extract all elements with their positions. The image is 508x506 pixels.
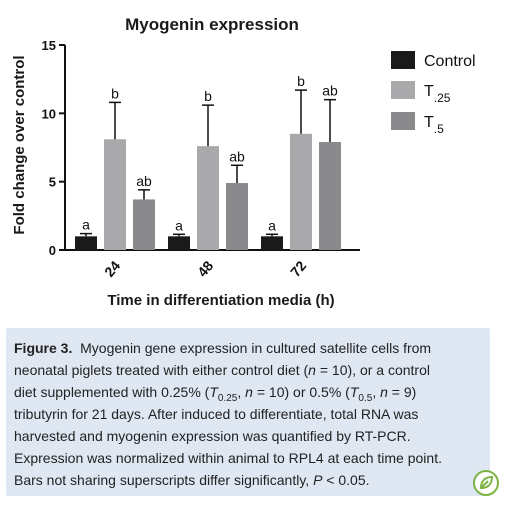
caption-line: harvested and myogenin expression was qu… (14, 425, 482, 447)
caption-text: Bars not sharing superscripts differ sig… (14, 472, 314, 488)
caption-italic: P (313, 472, 323, 488)
caption-text: , (372, 384, 381, 400)
bar-72-2 (319, 142, 341, 250)
bar-24-1 (104, 139, 126, 250)
legend-swatch (391, 51, 415, 69)
significance-label: b (204, 88, 212, 104)
x-axis-label: Time in differentiation media (h) (107, 292, 334, 309)
bar-24-0 (75, 236, 97, 250)
significance-label: ab (136, 173, 152, 189)
bar-72-0 (261, 236, 283, 250)
significance-label: b (297, 73, 305, 89)
legend-label: T.25 (424, 83, 451, 105)
caption-line: Expression was normalized within animal … (14, 447, 482, 469)
x-tick-label: 72 (287, 257, 309, 279)
y-tick-label: 10 (42, 106, 56, 121)
caption-italic: T (349, 384, 359, 400)
caption-text: tributyrin for 21 days. After induced to… (14, 406, 419, 422)
caption-subscript: 0.25 (217, 392, 238, 404)
bar-48-2 (226, 183, 248, 250)
caption-line: tributyrin for 21 days. After induced to… (14, 403, 482, 425)
significance-label: ab (229, 148, 245, 164)
caption-italic: n (380, 384, 388, 400)
significance-label: ab (322, 83, 338, 99)
caption-text: = 9) (387, 384, 417, 400)
legend-swatch (391, 81, 415, 99)
caption-line: diet supplemented with 0.25% (T0.25, n =… (14, 381, 482, 403)
caption-text: neonatal piglets treated with either con… (14, 362, 309, 378)
legend-label: Control (424, 53, 476, 70)
leaf-icon[interactable] (473, 470, 499, 496)
caption-text: , (237, 384, 246, 400)
caption-italic: n (245, 384, 253, 400)
caption-line: Figure 3. Myogenin gene expression in cu… (14, 337, 482, 359)
significance-label: a (175, 217, 183, 233)
caption-line: neonatal piglets treated with either con… (14, 359, 482, 381)
caption-text: < 0.05. (322, 472, 370, 488)
y-tick-label: 0 (49, 243, 56, 258)
x-tick-label: 24 (101, 257, 123, 279)
caption-text: harvested and myogenin expression was qu… (14, 428, 411, 444)
y-tick-label: 5 (49, 175, 56, 190)
bar-72-1 (290, 133, 312, 250)
bar-chart: Myogenin expression Fold change over con… (11, 15, 476, 309)
bar-48-0 (168, 236, 190, 250)
legend: Control T.25 T.5 (391, 51, 476, 136)
figure-caption: Figure 3. Myogenin gene expression in cu… (6, 328, 490, 496)
caption-subscript: 0.5 (358, 392, 373, 404)
caption-text: Expression was normalized within animal … (14, 450, 442, 466)
caption-text: = 10), or a control (315, 362, 430, 378)
legend-label: T.5 (424, 114, 444, 136)
caption-text: = 10) or 0.5% ( (252, 384, 350, 400)
significance-label: a (82, 217, 90, 233)
caption-italic: n (308, 362, 316, 378)
significance-label: b (111, 85, 119, 101)
significance-label: a (268, 217, 276, 233)
caption-italic: T (209, 384, 218, 400)
chart-title: Myogenin expression (125, 15, 299, 34)
caption-line: Bars not sharing superscripts differ sig… (14, 469, 482, 491)
legend-swatch (391, 112, 415, 130)
y-axis-label: Fold change over control (11, 55, 28, 234)
bar-48-1 (197, 146, 219, 250)
bar-24-2 (133, 199, 155, 250)
figure-label: Figure 3. (14, 340, 73, 356)
y-tick-label: 15 (42, 38, 56, 53)
caption-text: diet supplemented with 0.25% ( (14, 384, 210, 400)
x-tick-label: 48 (194, 257, 216, 279)
caption-text: Myogenin gene expression in cultured sat… (80, 340, 432, 356)
